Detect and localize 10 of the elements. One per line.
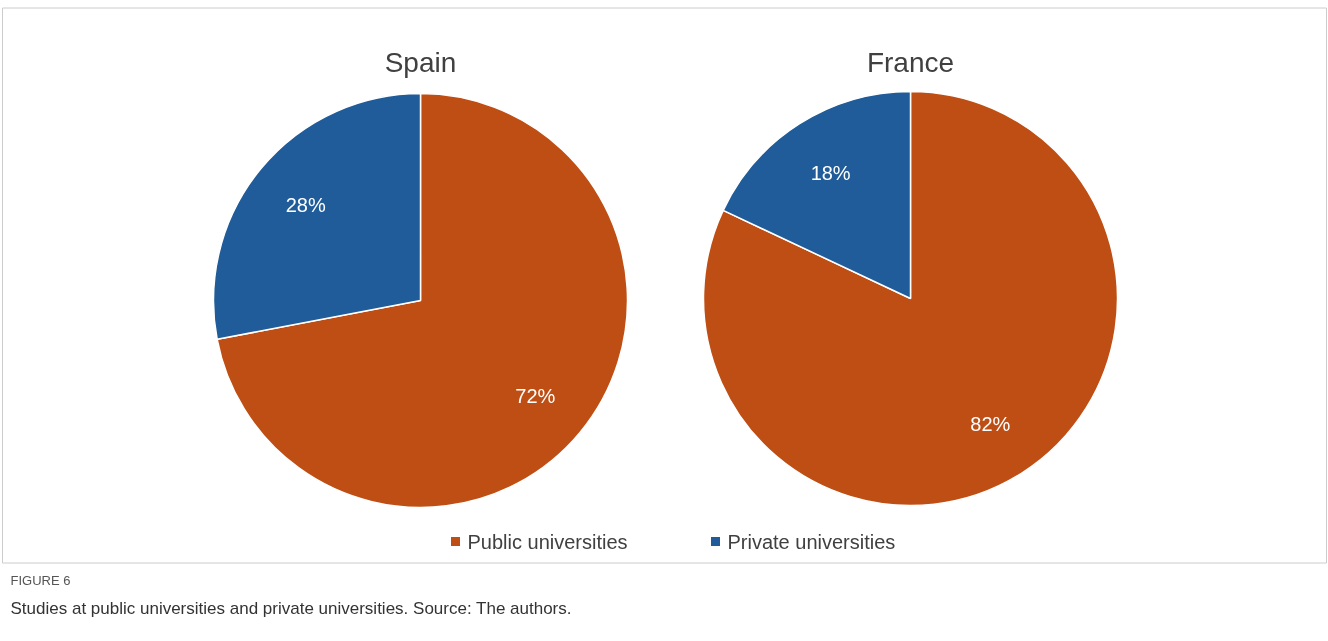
chart-title: Spain bbox=[384, 47, 457, 78]
data-label: 72% bbox=[515, 384, 556, 407]
data-label: 82% bbox=[970, 413, 1011, 436]
legend-label: Public universities bbox=[467, 530, 628, 553]
data-label: 18% bbox=[810, 161, 851, 184]
legend-label: Private universities bbox=[727, 530, 896, 553]
data-label: 28% bbox=[285, 194, 326, 217]
caption: FIGURE 6 bbox=[10, 573, 71, 588]
chart-title: France bbox=[866, 47, 955, 78]
text: Studies at public universities and private universities. Source: The authors. bbox=[10, 599, 572, 618]
